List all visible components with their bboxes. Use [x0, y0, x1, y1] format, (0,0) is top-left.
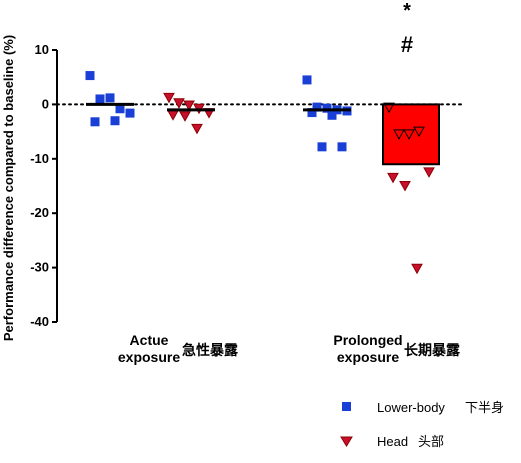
point-head [191, 123, 203, 135]
point-lower-body [85, 71, 95, 81]
significance-hash: # [401, 32, 413, 57]
y-tick-label: 10 [35, 42, 49, 57]
point-head [403, 129, 415, 140]
point-lower-body [110, 116, 120, 126]
category-label-line1: Actue [130, 332, 169, 348]
point-head [387, 172, 399, 184]
point-lower-body [302, 75, 312, 85]
y-tick-label: -20 [30, 205, 49, 220]
legend-label: Head [377, 434, 408, 449]
significance-star: * [403, 0, 411, 22]
point-lower-body [115, 104, 125, 114]
points: *# [85, 0, 435, 275]
legend-square-icon [342, 402, 351, 411]
point-lower-body [105, 93, 115, 103]
mean-lines [86, 102, 351, 112]
point-lower-body [90, 117, 100, 127]
category-label-cn: 长期暴露 [404, 342, 461, 359]
y-tick-label: 0 [42, 96, 49, 111]
legend-triangle-icon [340, 436, 353, 447]
category-label-cn: 急性暴露 [182, 342, 239, 359]
y-axis-label: Performance difference compared to basel… [1, 35, 16, 341]
point-lower-body [317, 142, 327, 152]
point-lower-body [322, 103, 332, 113]
legend-label-cn: 头部 [418, 435, 444, 450]
y-axis: 10 0 -10 -20 -30 -40 [30, 42, 58, 329]
category-label-line1: Prolonged [333, 332, 402, 348]
y-tick-label: -10 [30, 151, 49, 166]
legend-label: Lower-body [377, 400, 445, 415]
point-head [423, 167, 435, 178]
point-lower-body [307, 108, 317, 118]
point-head [399, 181, 411, 192]
y-tick-label: -40 [30, 314, 49, 329]
legend: Lower-body 下半身 Head 头部 [340, 400, 504, 450]
point-head [183, 100, 195, 112]
point-head [413, 126, 425, 138]
point-lower-body [312, 102, 322, 112]
category-label-line2: exposure [337, 349, 399, 365]
point-lower-body [327, 110, 337, 120]
point-head [179, 111, 191, 122]
y-tick-label: -30 [30, 260, 49, 275]
point-head [411, 263, 423, 275]
point-head [163, 92, 175, 104]
point-lower-body [337, 142, 347, 152]
point-lower-body [95, 94, 105, 104]
point-head [173, 98, 185, 109]
point-lower-body [125, 108, 135, 118]
point-head [167, 110, 179, 121]
point-head [393, 129, 405, 140]
category-label-line2: exposure [118, 349, 180, 365]
point-head [383, 102, 395, 114]
legend-label-cn: 下半身 [465, 400, 504, 416]
